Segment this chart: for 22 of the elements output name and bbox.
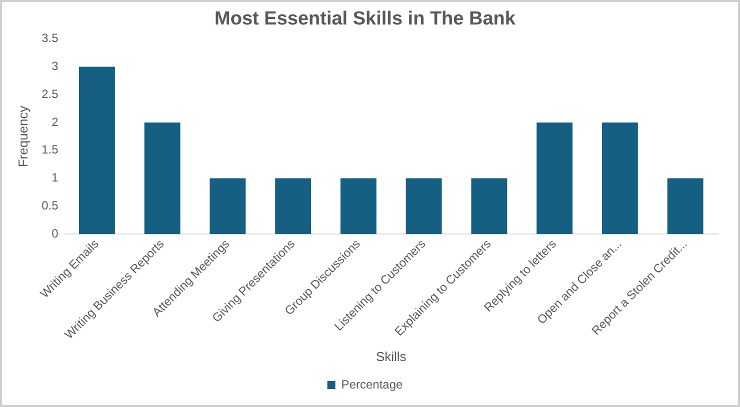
y-tick-label: 0.5	[42, 198, 59, 213]
bar	[340, 178, 376, 234]
bar	[471, 178, 508, 234]
y-tick-label: 1.5	[42, 142, 59, 157]
bar	[602, 122, 638, 234]
bar	[275, 178, 312, 234]
bar	[667, 178, 704, 234]
bar	[78, 66, 115, 234]
x-axis-title: Skills	[376, 348, 407, 364]
y-tick-label: 3.5	[42, 31, 59, 46]
bar	[144, 122, 180, 234]
chart-title: Most Essential Skills in The Bank	[214, 8, 516, 30]
y-axis-title: Frequency	[15, 105, 30, 168]
y-tick-label: 3	[52, 59, 59, 74]
bar	[406, 178, 442, 234]
y-tick-label: 0	[52, 226, 59, 240]
y-tick-label: 1	[52, 170, 59, 185]
y-tick-label: 2	[52, 114, 59, 129]
y-tick-label: 2.5	[42, 86, 59, 101]
bar	[210, 178, 246, 234]
legend-label: Percentage	[341, 377, 404, 392]
bar	[536, 122, 573, 234]
